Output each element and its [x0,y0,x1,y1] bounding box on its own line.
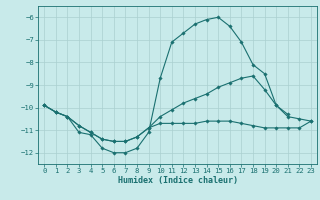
X-axis label: Humidex (Indice chaleur): Humidex (Indice chaleur) [118,176,238,185]
